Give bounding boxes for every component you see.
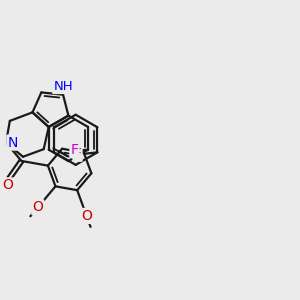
Text: F: F (74, 147, 82, 161)
Text: O: O (2, 178, 14, 192)
Text: F: F (70, 143, 78, 157)
Text: N: N (7, 136, 18, 150)
Text: O: O (81, 209, 92, 223)
Text: O: O (32, 200, 43, 214)
Text: NH: NH (53, 80, 73, 93)
